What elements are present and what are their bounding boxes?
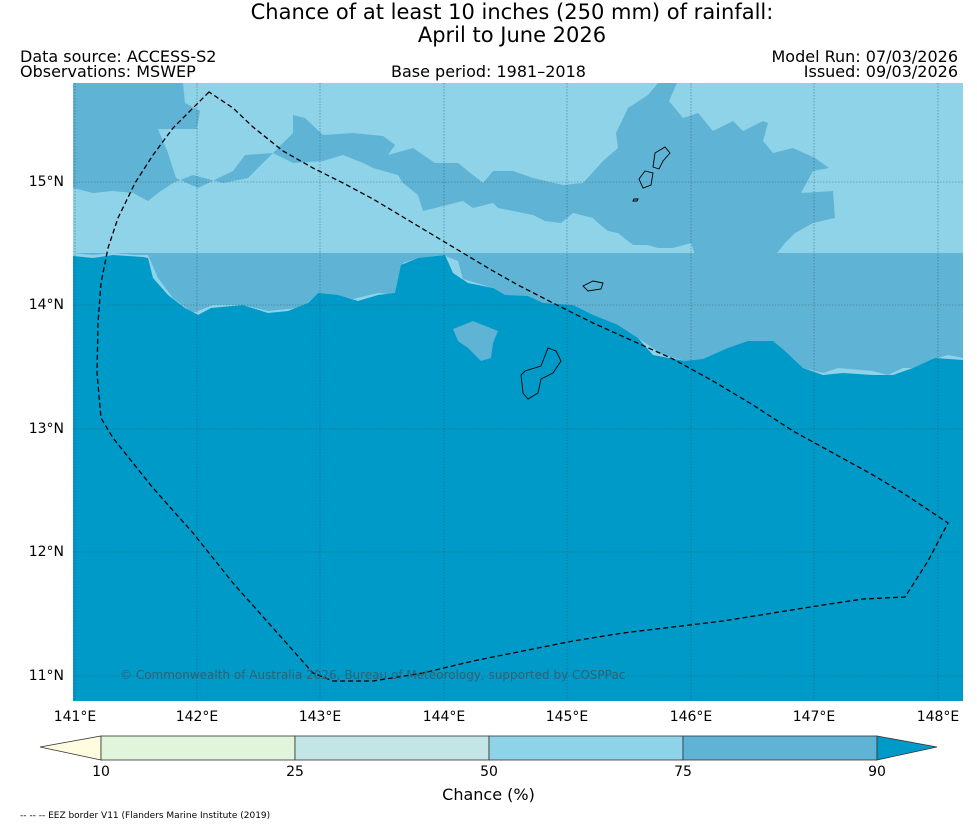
colorbar-segment-10-25 [100,735,296,761]
observations-label: Observations: MSWEP [20,62,196,81]
colorbar-segment-50-75 [488,735,684,761]
lat-label-11n: 11°N [28,668,64,684]
eez-footnote: -- -- -- EEZ border V11 (Flanders Marine… [20,811,271,821]
map-svg [73,83,963,701]
colorbar-tick-25: 25 [286,764,304,780]
lon-label-145e: 145°E [545,709,589,725]
colorbar-segment-75-90 [682,735,878,761]
rainfall-map[interactable] [73,83,963,701]
lon-label-142e: 142°E [175,709,219,725]
lat-label-15n: 15°N [28,174,64,190]
colorbar-label: Chance (%) [442,785,535,804]
chart-title-line2: April to June 2026 [417,23,607,47]
lon-label-143e: 143°E [298,709,342,725]
lon-label-146e: 146°E [669,709,713,725]
colorbar-tick-50: 50 [480,764,498,780]
eez-border [96,91,949,682]
lat-label-12n: 12°N [28,544,64,560]
lon-label-144e: 144°E [422,709,466,725]
graticule [73,83,963,701]
colorbar [39,735,938,761]
issued-label: Issued: 09/03/2026 [803,62,958,81]
lat-label-14n: 14°N [28,297,64,313]
model-run-label: Model Run: 07/03/2026 [771,47,959,66]
lon-label-148e: 148°E [916,709,960,725]
colorbar-tick-10: 10 [92,764,110,780]
colorbar-tick-75: 75 [674,764,692,780]
islands [520,146,671,400]
tinian-island [638,170,654,189]
colorbar-segment-below-10 [39,735,102,761]
chart-title-line1: Chance of at least 10 inches (250 mm) of… [250,0,774,24]
data-source-label: Data source: ACCESS-S2 [20,47,217,66]
colorbar-segment-above-90 [876,735,938,761]
lon-label-147e: 147°E [792,709,836,725]
band-75-90-pocket [453,321,498,361]
saipan-island [652,146,671,170]
rota-island [582,280,604,292]
lon-label-141e: 141°E [53,709,97,725]
colorbar-segment-25-50 [294,735,490,761]
guam-island [520,347,562,400]
lat-label-13n: 13°N [28,421,64,437]
base-period-label: Base period: 1981–2018 [391,62,586,81]
band-90-plus [73,255,963,701]
aguijan-island [632,198,639,202]
copyright-notice: © Commonwealth of Australia 2026, Bureau… [120,668,626,682]
band-75-90 [73,83,835,268]
colorbar-tick-90: 90 [868,764,886,780]
